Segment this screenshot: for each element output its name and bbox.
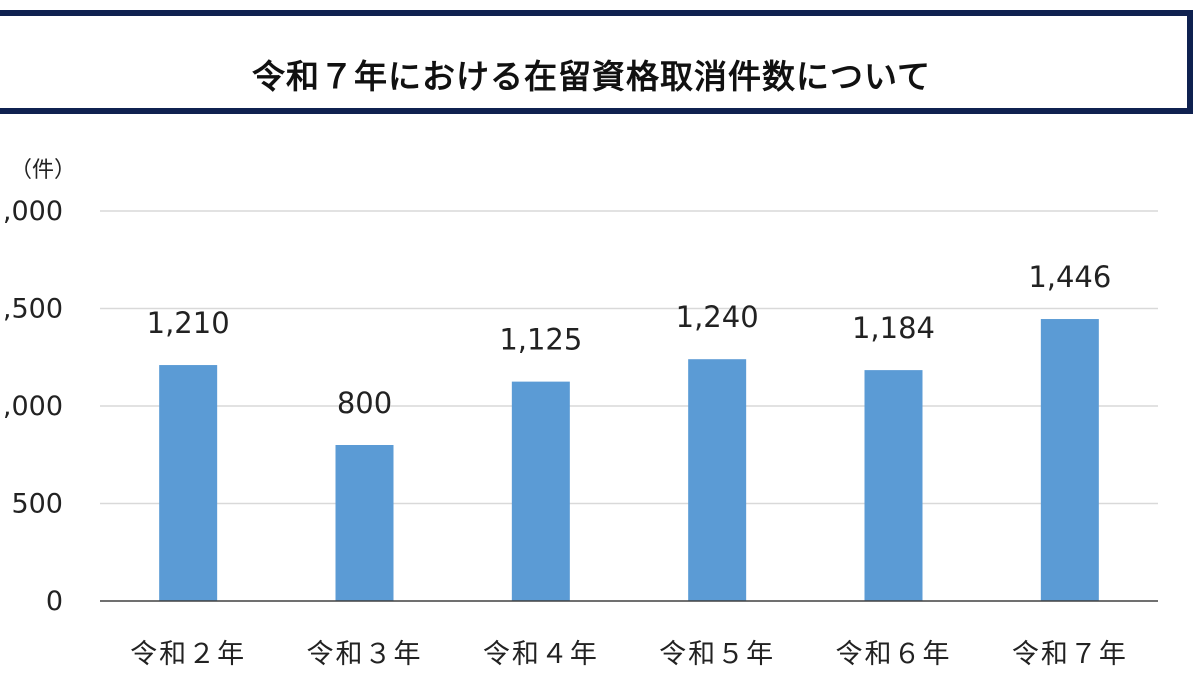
- title-box: 令和７年における在留資格取消件数について: [0, 10, 1193, 114]
- x-category-label: 令和３年: [307, 639, 423, 670]
- y-axis-unit-label: （件）: [10, 158, 76, 183]
- gridlines: [100, 210, 1158, 505]
- bar: [864, 370, 923, 601]
- bar: [335, 445, 394, 601]
- x-category-label: 令和４年: [483, 639, 599, 670]
- y-tick-label: 0: [46, 586, 63, 617]
- bar: [1040, 319, 1099, 601]
- y-tick-label: ,000: [3, 196, 63, 227]
- y-tick-label: ,500: [3, 294, 63, 325]
- data-label: 1,446: [1028, 260, 1111, 294]
- data-label: 1,125: [499, 323, 582, 357]
- x-axis-categories: 令和２年 令和３年 令和４年 令和５年 令和６年 令和７年: [130, 639, 1128, 670]
- data-labels: 1,210 800 1,125 1,240 1,184 1,446: [147, 260, 1112, 420]
- page-title: 令和７年における在留資格取消件数について: [251, 57, 931, 96]
- y-axis-ticks: 0 500 ,000 ,500 ,000: [3, 196, 63, 617]
- y-tick-label: 500: [11, 489, 63, 520]
- data-label: 1,184: [852, 311, 935, 345]
- x-category-label: 令和６年: [836, 639, 952, 670]
- x-category-label: 令和２年: [130, 639, 246, 670]
- data-label: 800: [337, 386, 392, 420]
- y-tick-label: ,000: [3, 391, 63, 422]
- bar: [688, 359, 747, 601]
- x-category-label: 令和７年: [1012, 639, 1128, 670]
- x-category-label: 令和５年: [659, 639, 775, 670]
- data-label: 1,240: [676, 300, 759, 334]
- bar: [159, 365, 218, 601]
- data-label: 1,210: [147, 306, 230, 340]
- bar: [511, 381, 570, 601]
- bars: [159, 319, 1099, 601]
